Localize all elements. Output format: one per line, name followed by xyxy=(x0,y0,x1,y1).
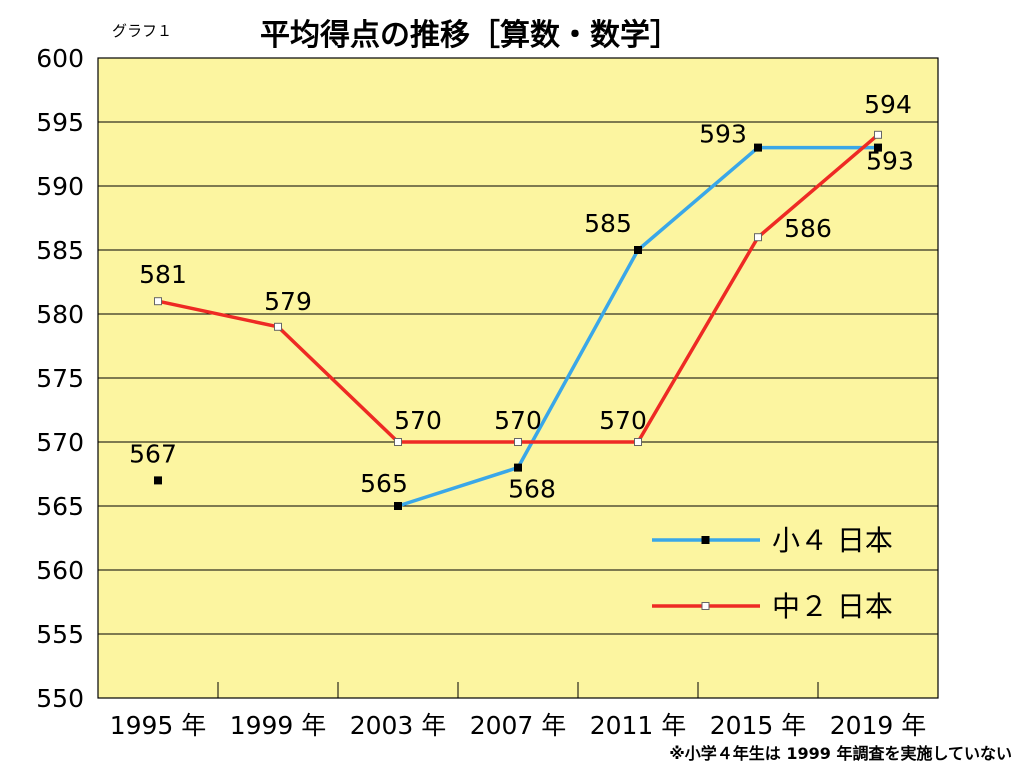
x-tick-label: 1995 年 xyxy=(110,711,207,740)
data-point xyxy=(154,476,162,485)
data-point xyxy=(394,438,402,446)
data-label: 567 xyxy=(129,439,177,468)
data-label: 570 xyxy=(394,406,442,435)
x-tick-labels: 1995 年 1999 年 2003 年 2007 年 2011 年 2015 年 2019… xyxy=(110,711,927,740)
data-label: 581 xyxy=(139,260,187,289)
legend-marker xyxy=(701,602,710,610)
data-label: 579 xyxy=(264,287,312,316)
data-label: 586 xyxy=(784,214,832,243)
y-tick-label: 565 xyxy=(36,492,84,521)
x-tick-label: 1999 年 xyxy=(230,711,327,740)
data-label: 593 xyxy=(866,147,914,176)
y-tick-label: 590 xyxy=(36,172,84,201)
data-label: 570 xyxy=(599,406,647,435)
legend-marker xyxy=(701,536,710,544)
x-tick-label: 2019 年 xyxy=(830,711,927,740)
y-tick-label: 560 xyxy=(36,556,84,585)
series-points xyxy=(154,130,882,510)
data-point xyxy=(634,438,642,446)
y-tick-label: 555 xyxy=(36,620,84,649)
y-tick-label: 550 xyxy=(36,684,84,713)
data-point xyxy=(274,322,282,331)
data-point xyxy=(754,233,762,242)
y-tick-labels: 550 555 560 565 570 575 580 585 590 595 600 xyxy=(36,44,84,713)
data-label: 568 xyxy=(508,475,556,504)
data-point xyxy=(394,502,402,510)
y-tick-label: 585 xyxy=(36,236,84,265)
legend-label: 小４ 日本 xyxy=(772,524,893,557)
y-tick-label: 595 xyxy=(36,108,84,137)
y-tick-label: 580 xyxy=(36,300,84,329)
axes xyxy=(97,57,939,699)
y-tick-label: 575 xyxy=(36,364,84,393)
data-label: 565 xyxy=(360,469,408,498)
data-point xyxy=(754,143,762,152)
data-label: 570 xyxy=(494,406,542,435)
data-labels: 567 565 568 585 593 593 581 579 570 570 570 586 594 xyxy=(129,90,914,504)
figure-label: グラフ１ xyxy=(112,22,173,40)
legend-label: 中２ 日本 xyxy=(772,590,893,623)
plot-border xyxy=(97,57,939,699)
data-point xyxy=(874,143,882,152)
data-point xyxy=(514,438,522,446)
data-label: 594 xyxy=(864,90,912,119)
footnote: ※小学４年生は 1999 年調査を実施していない xyxy=(669,744,1012,763)
y-tick-label: 570 xyxy=(36,428,84,457)
x-tick-label: 2015 年 xyxy=(710,711,807,740)
x-tick-label: 2011 年 xyxy=(590,711,687,740)
x-tick-label: 2003 年 xyxy=(350,711,447,740)
y-tick-label: 600 xyxy=(36,44,84,73)
data-label: 585 xyxy=(584,209,632,238)
data-point xyxy=(514,463,522,472)
x-tick-label: 2007 年 xyxy=(470,711,567,740)
data-point xyxy=(634,246,642,254)
chart-title: 平均得点の推移［算数・数学］ xyxy=(260,18,680,53)
data-label: 593 xyxy=(699,120,747,149)
data-point xyxy=(154,297,162,306)
data-point xyxy=(874,130,882,139)
